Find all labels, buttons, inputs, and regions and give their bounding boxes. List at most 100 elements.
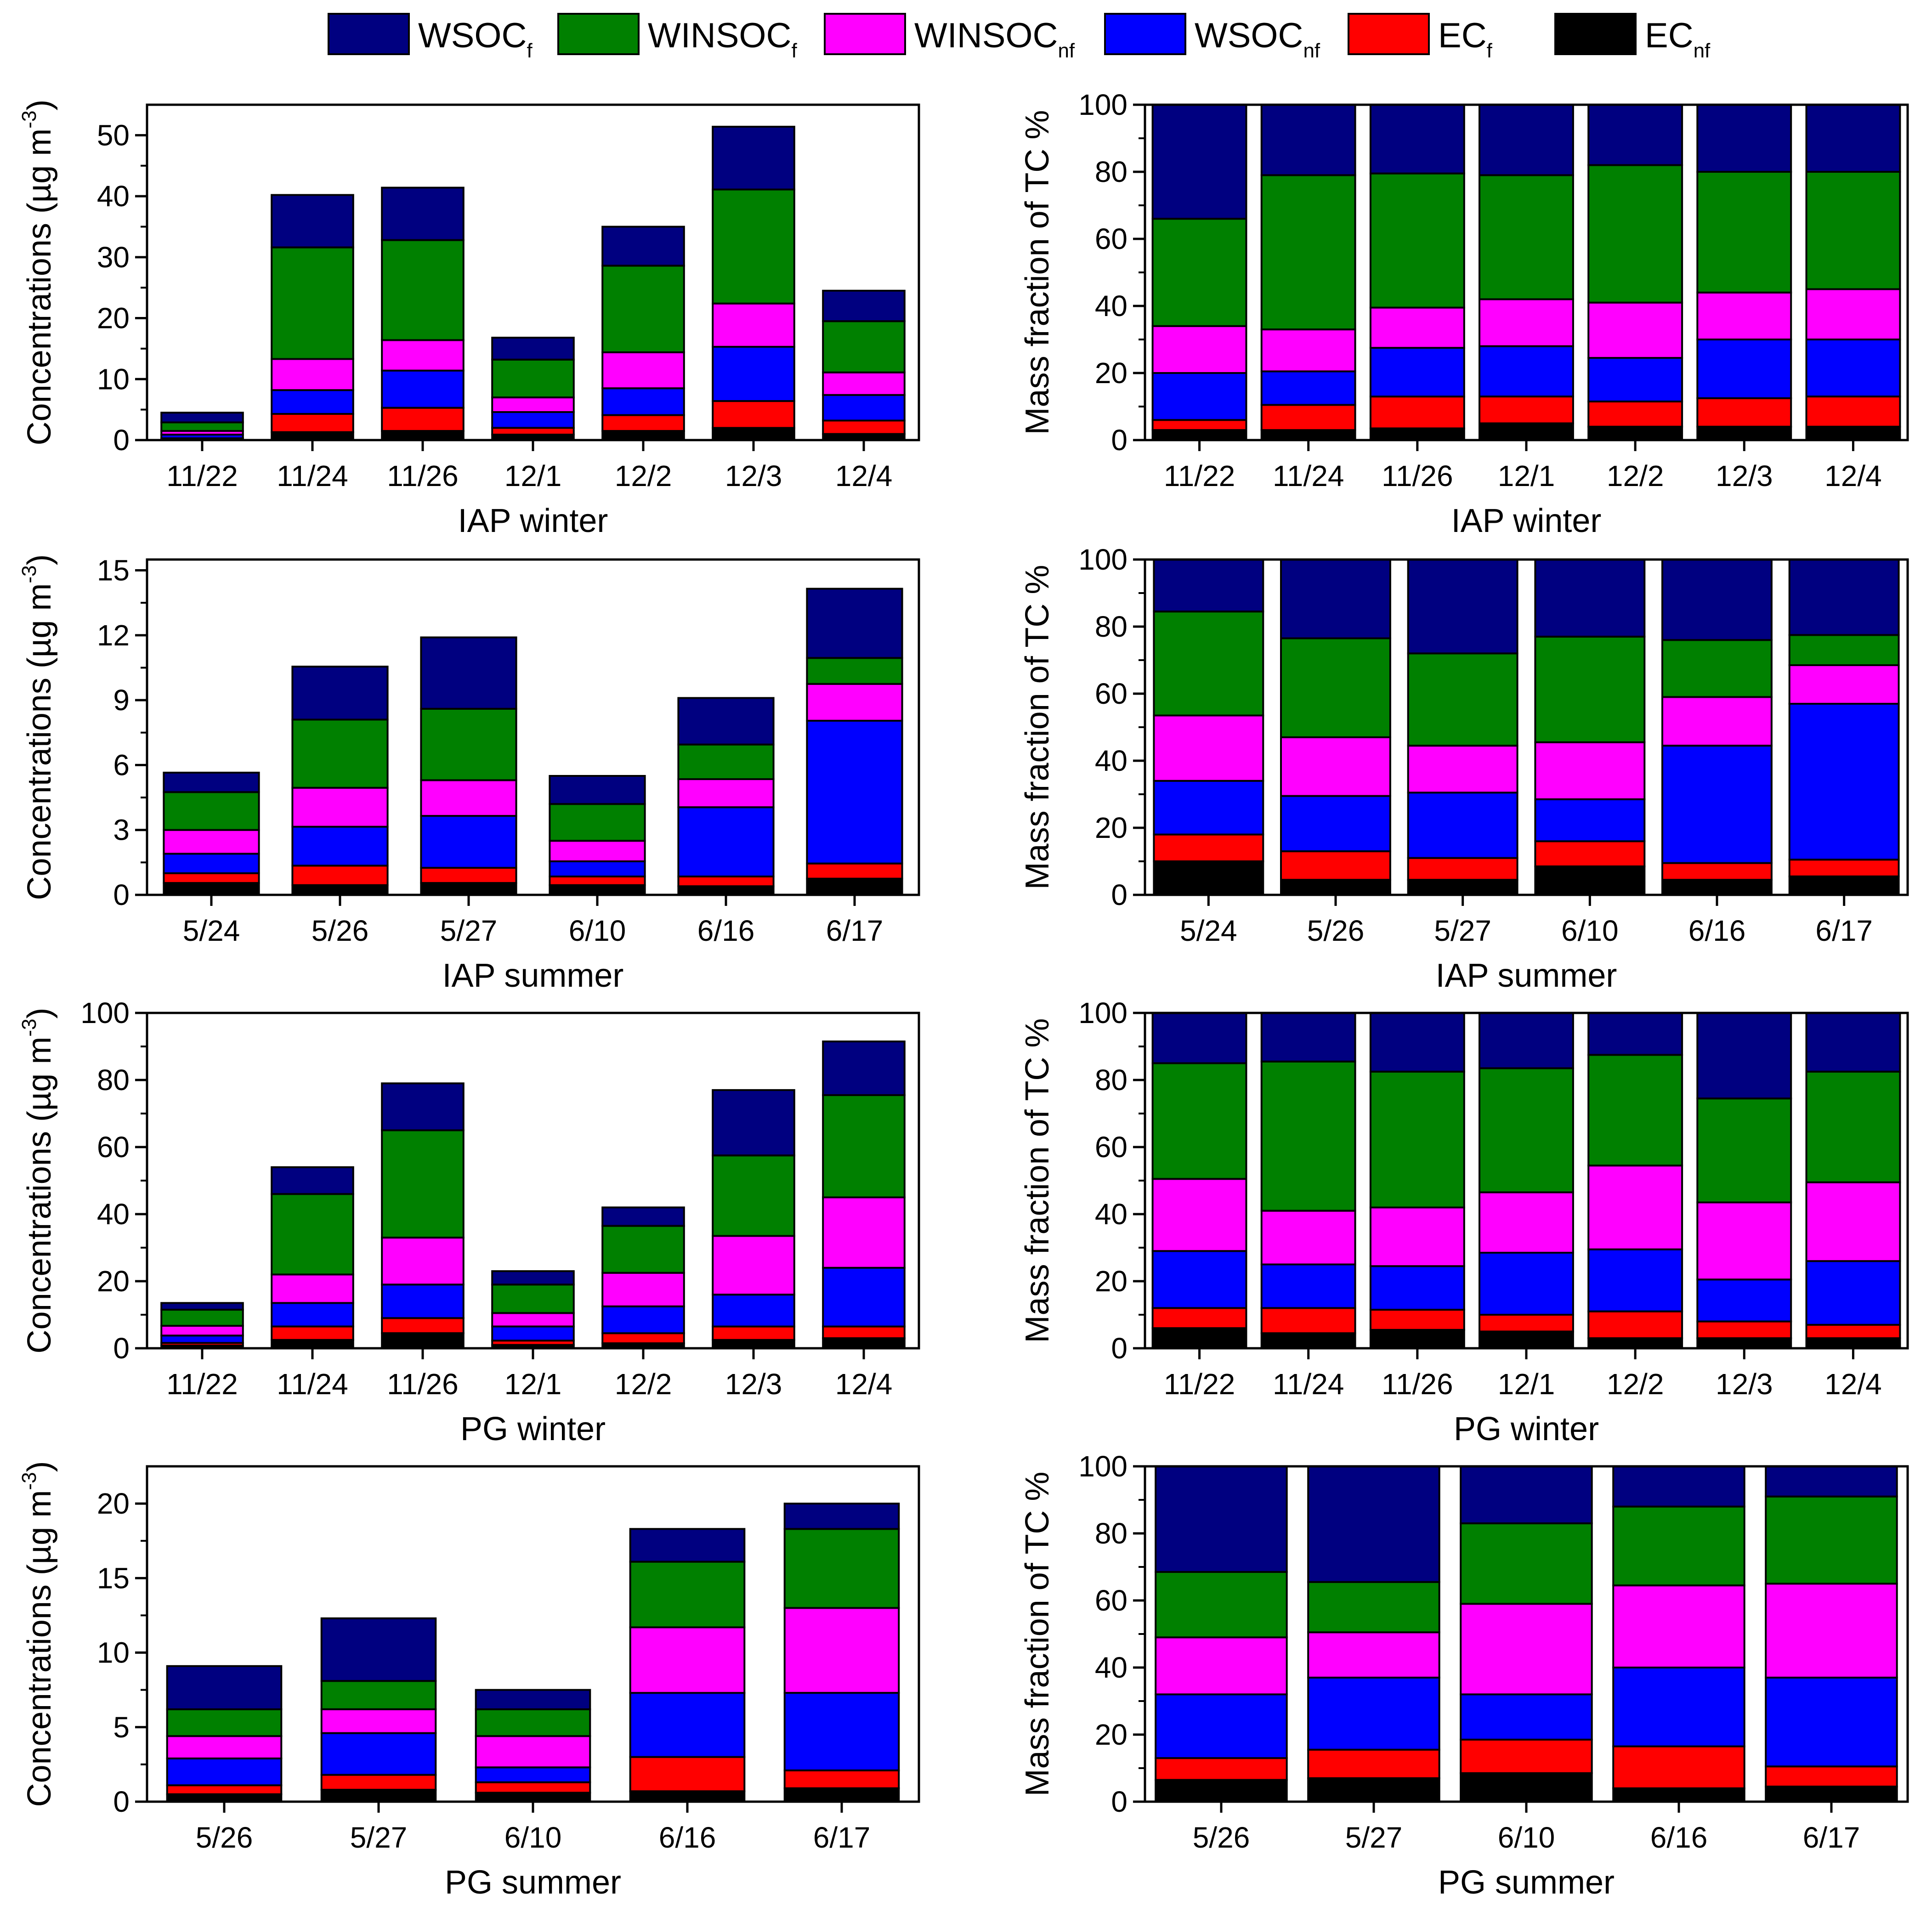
x-tick-label: 11/24 xyxy=(1273,459,1344,492)
bar-segment-wsocnf xyxy=(1369,1265,1465,1311)
bar-segment-ecnf xyxy=(1460,1772,1593,1803)
bar-segment-ecnf xyxy=(271,1339,354,1350)
x-tick-label: 5/26 xyxy=(1307,914,1365,947)
bar-segment-winsocnf xyxy=(629,1626,746,1694)
bar-segment-winsocnf xyxy=(1153,714,1264,782)
bar-segment-winsocf xyxy=(491,1283,575,1314)
bar-segment-ecf xyxy=(712,1325,795,1341)
bar-segment-ecf xyxy=(381,1317,465,1334)
bar-segment-ecnf xyxy=(1369,1329,1465,1350)
y-axis-title-tail: ) xyxy=(21,1008,58,1019)
legend-label: WSOCf xyxy=(418,16,533,62)
bar-segment-wsocf xyxy=(160,412,244,424)
bar-segment-ecnf xyxy=(1407,879,1518,896)
bar-segment-wsocf xyxy=(271,1166,354,1195)
y-tick-label: 0 xyxy=(1111,1332,1127,1365)
bar-segment-wsocf xyxy=(1587,1012,1683,1056)
x-tick-label: 12/3 xyxy=(1716,1368,1773,1401)
bar-segment-winsocnf xyxy=(1260,328,1356,373)
y-axis-title-main: Concentrations (µg m xyxy=(21,129,58,446)
bar-segment-ecf xyxy=(166,1784,283,1795)
x-tick-label: 12/2 xyxy=(1607,459,1664,492)
y-tick-label: 40 xyxy=(1095,1198,1127,1231)
bar-segment-ecnf xyxy=(1479,422,1574,441)
bar-segment-wsocf xyxy=(1765,1465,1898,1498)
bar-segment-ecf xyxy=(549,876,646,886)
bar-segment-wsocnf xyxy=(381,369,465,409)
bar-segment-winsocnf xyxy=(271,1273,354,1304)
bar-segment-winsocf xyxy=(1153,611,1264,717)
y-tick-label: 40 xyxy=(97,1198,130,1231)
bar-segment-wsocnf xyxy=(1587,357,1683,402)
y-axis-title-exponent: -3 xyxy=(18,1019,40,1037)
bar-segment-wsocnf xyxy=(1460,1693,1593,1741)
bar-segment-winsocnf xyxy=(712,302,795,348)
bar-segment-ecf xyxy=(822,419,906,435)
y-tick-label: 20 xyxy=(1095,811,1127,844)
bar-segment-wsocf xyxy=(822,289,906,322)
bar-segment-winsocnf xyxy=(271,358,354,391)
x-axis-title: IAP winter xyxy=(1451,503,1602,539)
bar-segment-ecf xyxy=(1612,1745,1745,1789)
bar-segment-wsocf xyxy=(1151,104,1247,220)
legend-swatch xyxy=(1348,13,1430,55)
bar-segment-ecf xyxy=(1460,1738,1593,1774)
bar-segment-wsocnf xyxy=(1407,792,1518,859)
panel-8: 0 20 40 60 80 100 5/26 5/27 6/10 6/16 6/17 PG summe… xyxy=(1019,1450,1909,1901)
bar-segment-ecnf xyxy=(677,885,775,896)
bar-segment-ecf xyxy=(601,414,685,432)
bar-segment-ecnf xyxy=(1696,425,1792,441)
bar-segment-winsocf xyxy=(822,320,906,373)
y-axis-title-exponent: -3 xyxy=(18,111,40,129)
legend-label: WINSOCnf xyxy=(914,16,1075,62)
bar-segment-wsocf xyxy=(291,666,389,721)
legend-label-base: WINSOC xyxy=(914,16,1058,55)
bar-segment-winsocf xyxy=(1696,171,1792,294)
x-tick-label: 12/1 xyxy=(504,1368,562,1401)
bar-segment-wsocnf xyxy=(320,1732,437,1776)
bar-segment-winsocf xyxy=(291,718,389,789)
bar-segment-winsocf xyxy=(712,1154,795,1237)
bar-segment-wsocf xyxy=(1280,559,1391,639)
bar-segment-ecnf xyxy=(475,1792,591,1803)
bar-segment-ecnf xyxy=(271,431,354,441)
y-axis-title: Mass fraction of TC % xyxy=(1019,565,1056,890)
bar-segment-ecnf xyxy=(1307,1777,1440,1803)
bar-segment-ecnf xyxy=(1765,1786,1898,1803)
bar-segment-wsocnf xyxy=(1534,798,1646,842)
bar-segment-wsocf xyxy=(1260,1012,1356,1063)
y-tick-label: 5 xyxy=(113,1711,130,1744)
y-axis-title: Mass fraction of TC % xyxy=(1019,1472,1056,1797)
bar-segment-wsocf xyxy=(1612,1465,1745,1508)
bar-segment-winsocnf xyxy=(163,829,260,855)
y-tick-label: 40 xyxy=(1095,289,1127,322)
bar-segment-winsocf xyxy=(677,743,775,780)
bar-segment-winsocf xyxy=(1534,635,1646,743)
bar-segment-ecnf xyxy=(381,430,465,441)
bar-segment-wsocnf xyxy=(629,1692,746,1758)
bar-segment-wsocnf xyxy=(1153,780,1264,836)
bar-segment-winsocf xyxy=(783,1528,900,1609)
y-axis-title-tail: ) xyxy=(21,554,58,565)
bar-segment-ecf xyxy=(271,413,354,433)
bar-segment-ecf xyxy=(712,400,795,429)
bar-segment-winsocnf xyxy=(1696,1201,1792,1281)
bar-segment-wsocnf xyxy=(822,394,906,422)
bar-segment-ecf xyxy=(1151,419,1247,431)
bar-segment-winsocf xyxy=(806,657,903,685)
x-tick-label: 12/4 xyxy=(1824,459,1882,492)
bar-segment-wsocnf xyxy=(1696,1278,1792,1323)
legend-label-sub: f xyxy=(791,40,797,62)
bar-segment-wsocnf xyxy=(1260,370,1356,406)
panel-2: 0 20 40 60 80 100 11/22 11/24 11/26 12/1 12/2 12/3 1… xyxy=(1019,88,1909,539)
bar-segment-winsocnf xyxy=(1155,1636,1288,1696)
bar-segment-winsocnf xyxy=(320,1708,437,1734)
bar-segment-winsocf xyxy=(1307,1581,1440,1634)
bar-segment-ecf xyxy=(1661,862,1773,881)
bar-segment-ecnf xyxy=(1534,865,1646,896)
bar-segment-ecf xyxy=(491,427,575,436)
bar-segment-ecnf xyxy=(822,1337,906,1350)
y-tick-label: 100 xyxy=(1078,1450,1127,1483)
bar-segment-ecf xyxy=(1155,1757,1288,1781)
y-axis-title: Concentrations (µg m-3) xyxy=(18,100,58,446)
